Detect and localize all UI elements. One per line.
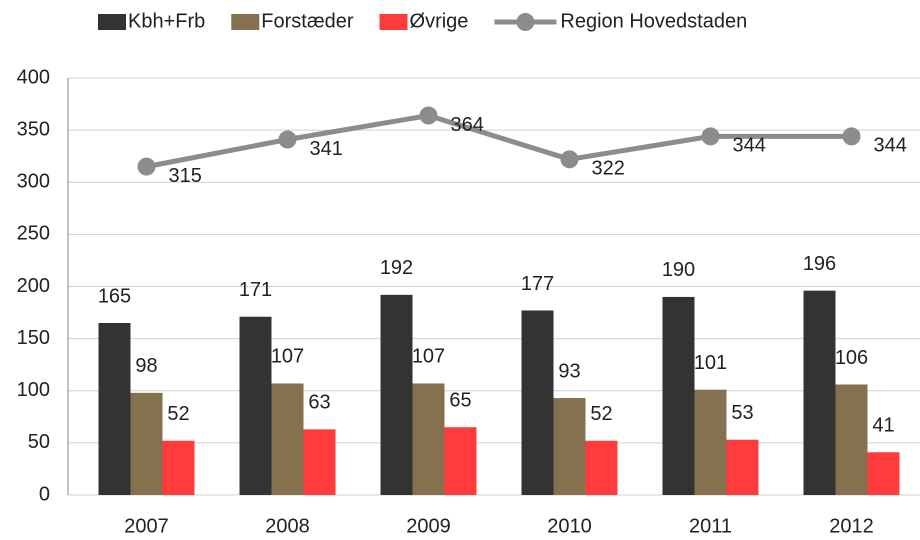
y-tick-label: 0 [39,483,50,505]
data-label: 190 [662,259,695,281]
data-label: 107 [412,346,445,368]
x-tick-label: 2008 [265,515,310,537]
bar [98,322,131,495]
legend-swatch [231,14,260,30]
y-tick-label: 200 [17,275,50,297]
bar [412,383,445,495]
bar [553,398,586,495]
legend-swatch [98,14,126,30]
bar [662,296,695,495]
data-label: 65 [449,390,471,412]
bar [130,392,163,495]
legend-swatch [379,14,408,30]
data-label: 341 [310,138,343,160]
bar [380,294,413,495]
bar [444,427,477,495]
legend-marker [516,13,535,31]
y-tick-label: 150 [17,327,50,349]
data-label: 41 [872,415,894,437]
legend-label: Forstæder [261,10,354,32]
y-tick-label: 350 [17,118,50,140]
bar [726,439,759,495]
legend-label: Øvrige [410,10,469,32]
y-tick-label: 100 [17,379,50,401]
data-label: 165 [98,285,131,307]
y-tick-label: 300 [17,171,50,193]
line-marker [842,127,861,146]
y-tick-label: 50 [28,431,50,453]
data-label: 344 [733,135,766,157]
bar [694,389,727,495]
x-tick-label: 2010 [547,515,592,537]
x-tick-label: 2012 [829,515,874,537]
data-label: 364 [451,114,484,136]
data-label: 107 [271,346,304,368]
data-label: 52 [167,403,189,425]
line-marker [701,127,720,146]
y-tick-label: 250 [17,223,50,245]
x-tick-label: 2009 [406,515,451,537]
bar [835,384,868,495]
bar [162,440,195,495]
data-label: 52 [590,403,612,425]
legend-label: Region Hovedstaden [560,10,747,32]
data-label: 322 [592,158,625,180]
x-tick-label: 2007 [124,515,169,537]
bar [521,310,554,495]
bar [867,452,900,495]
data-label: 171 [239,279,272,301]
line-marker [560,150,579,169]
data-label: 53 [731,402,753,424]
data-label: 98 [135,355,157,377]
data-label: 63 [308,392,330,414]
line-marker [278,130,297,149]
data-label: 93 [558,360,580,382]
bar [239,316,272,495]
data-label: 106 [835,347,868,369]
data-label: 101 [694,352,727,374]
legend-label: Kbh+Frb [128,10,205,32]
bar [303,429,336,495]
line-marker [137,157,156,176]
data-label: 196 [803,253,836,275]
data-label: 177 [521,273,554,295]
bar [585,440,618,495]
data-label: 344 [874,135,907,157]
data-label: 315 [169,165,202,187]
bar [271,383,304,495]
data-label: 192 [380,257,413,279]
bar [803,290,836,495]
y-tick-label: 400 [17,66,50,88]
line-marker [419,106,438,125]
line [146,112,852,170]
x-tick-label: 2011 [689,515,732,537]
